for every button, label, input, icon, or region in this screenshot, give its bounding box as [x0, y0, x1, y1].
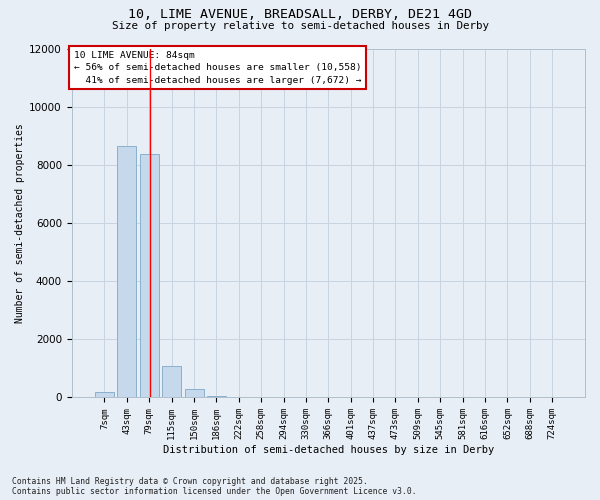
Text: 10, LIME AVENUE, BREADSALL, DERBY, DE21 4GD: 10, LIME AVENUE, BREADSALL, DERBY, DE21 … [128, 8, 472, 20]
Text: 10 LIME AVENUE: 84sqm
← 56% of semi-detached houses are smaller (10,558)
  41% o: 10 LIME AVENUE: 84sqm ← 56% of semi-deta… [74, 50, 362, 84]
Bar [162, 366, 181, 398]
Text: Contains HM Land Registry data © Crown copyright and database right 2025.
Contai: Contains HM Land Registry data © Crown c… [12, 476, 416, 496]
Bar [140, 154, 159, 398]
Bar [185, 390, 203, 398]
X-axis label: Distribution of semi-detached houses by size in Derby: Distribution of semi-detached houses by … [163, 445, 494, 455]
Bar [95, 392, 114, 398]
Text: Size of property relative to semi-detached houses in Derby: Size of property relative to semi-detach… [112, 21, 488, 31]
Y-axis label: Number of semi-detached properties: Number of semi-detached properties [15, 124, 25, 323]
Bar [118, 146, 136, 398]
Bar [207, 396, 226, 398]
